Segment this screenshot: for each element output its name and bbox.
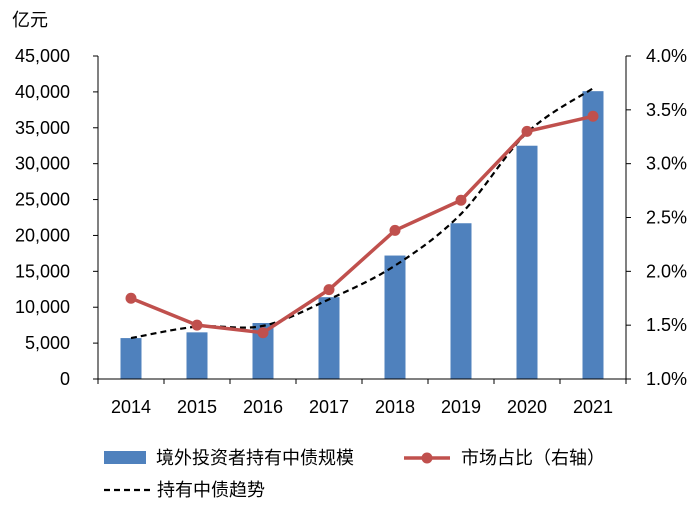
legend-ratio-label: 市场占比（右轴）	[461, 448, 605, 469]
ratio-point-2016	[257, 327, 269, 339]
x-tick-label: 2019	[441, 397, 481, 417]
bar-2017	[318, 297, 340, 379]
x-tick-label: 2015	[177, 397, 217, 417]
legend: 境外投资者持有中债规模 市场占比（右轴） 持有中债趋势	[104, 448, 605, 501]
x-axis-ticks: 2014 2015 2016 2017 2018 2019 2020 2021	[97, 379, 627, 417]
ratio-point-2020	[521, 125, 533, 137]
right-tick-label: 4.0%	[646, 46, 687, 66]
left-tick-label: 10,000	[15, 297, 70, 317]
ratio-point-2017	[323, 284, 335, 296]
bar-2020	[516, 145, 538, 379]
right-axis-ticks: 1.0% 1.5% 2.0% 2.5% 3.0% 3.5% 4.0%	[626, 46, 687, 389]
left-tick-label: 35,000	[15, 118, 70, 138]
ratio-point-2015	[191, 319, 203, 331]
legend-bar-swatch	[104, 451, 146, 464]
right-tick-label: 2.5%	[646, 208, 687, 228]
left-tick-label: 15,000	[15, 261, 70, 281]
x-tick-label: 2017	[309, 397, 349, 417]
x-tick-label: 2016	[243, 397, 283, 417]
axes	[97, 56, 627, 380]
bar-2018	[384, 255, 406, 379]
left-tick-label: 30,000	[15, 154, 70, 174]
left-tick-label: 0	[60, 369, 70, 389]
bar-series	[120, 91, 604, 379]
ratio-line	[130, 114, 594, 335]
left-tick-label: 20,000	[15, 225, 70, 245]
right-tick-label: 3.0%	[646, 154, 687, 174]
left-tick-label: 40,000	[15, 82, 70, 102]
ratio-point-2014	[125, 292, 137, 304]
ratio-series	[125, 110, 599, 339]
left-tick-label: 45,000	[15, 46, 70, 66]
ratio-point-2019	[455, 194, 467, 206]
right-tick-label: 3.5%	[646, 100, 687, 120]
x-tick-label: 2018	[375, 397, 415, 417]
bar-2014	[120, 338, 142, 379]
bar-2021	[582, 91, 604, 379]
ratio-point-2018	[389, 224, 401, 236]
left-tick-label: 25,000	[15, 190, 70, 210]
left-axis-ticks: 0 5,000 10,000 15,000 20,000 25,000 30,000 35,0…	[15, 46, 98, 389]
x-tick-label: 2021	[573, 397, 613, 417]
left-tick-label: 5,000	[25, 333, 70, 353]
bar-2016	[252, 323, 274, 379]
bar-2015	[186, 332, 208, 379]
right-tick-label: 1.5%	[646, 315, 687, 335]
right-tick-label: 1.0%	[646, 369, 687, 389]
legend-ratio-swatch-marker	[421, 452, 433, 464]
right-tick-label: 2.0%	[646, 261, 687, 281]
bar-2019	[450, 223, 472, 379]
x-tick-label: 2014	[111, 397, 151, 417]
ratio-point-2021	[587, 110, 599, 122]
x-tick-label: 2020	[507, 397, 547, 417]
legend-trend-label: 持有中债趋势	[157, 480, 265, 501]
left-axis-unit-label: 亿元	[12, 10, 48, 31]
legend-bar-label: 境外投资者持有中债规模	[156, 448, 354, 469]
